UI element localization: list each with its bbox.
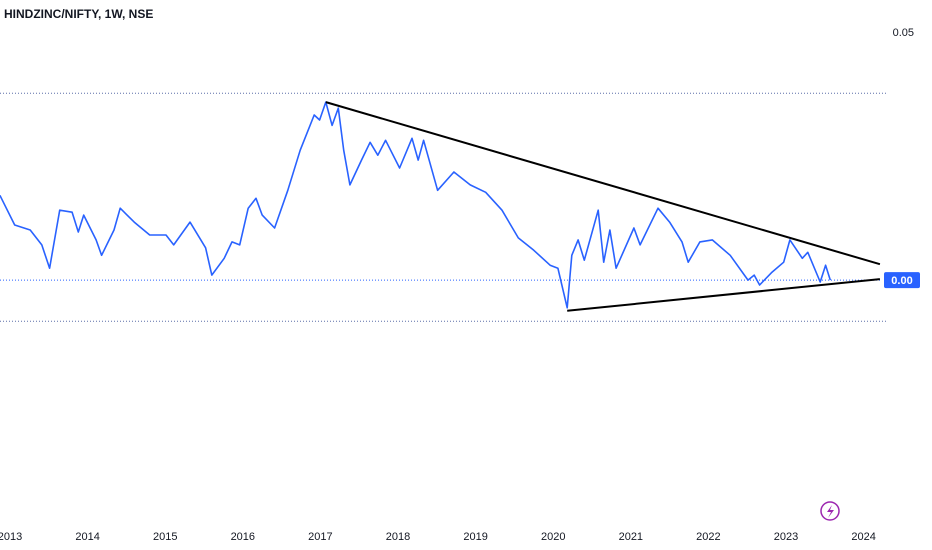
x-tick-label: 2018 [386,531,410,543]
x-tick-label: 2021 [619,531,643,543]
x-tick-label: 2016 [231,531,255,543]
x-tick-label: 2023 [774,531,798,543]
price-line-series [0,101,832,309]
x-tick-label: 2022 [696,531,720,543]
x-tick-label: 2019 [463,531,487,543]
x-tick-label: 2014 [75,531,99,543]
x-tick-label: 2013 [0,531,22,543]
y-tick-label: 0.05 [893,27,914,39]
chart-title: HINDZINC/NIFTY, 1W, NSE [4,7,153,21]
lightning-icon[interactable] [820,501,840,521]
x-tick-label: 2017 [308,531,332,543]
x-tick-label: 2015 [153,531,177,543]
last-price-label: 0.00 [891,275,912,287]
x-tick-label: 2020 [541,531,565,543]
last-price-box [884,272,920,289]
x-tick-label: 2024 [851,531,875,543]
trendline [325,101,881,266]
trendline [567,278,881,312]
